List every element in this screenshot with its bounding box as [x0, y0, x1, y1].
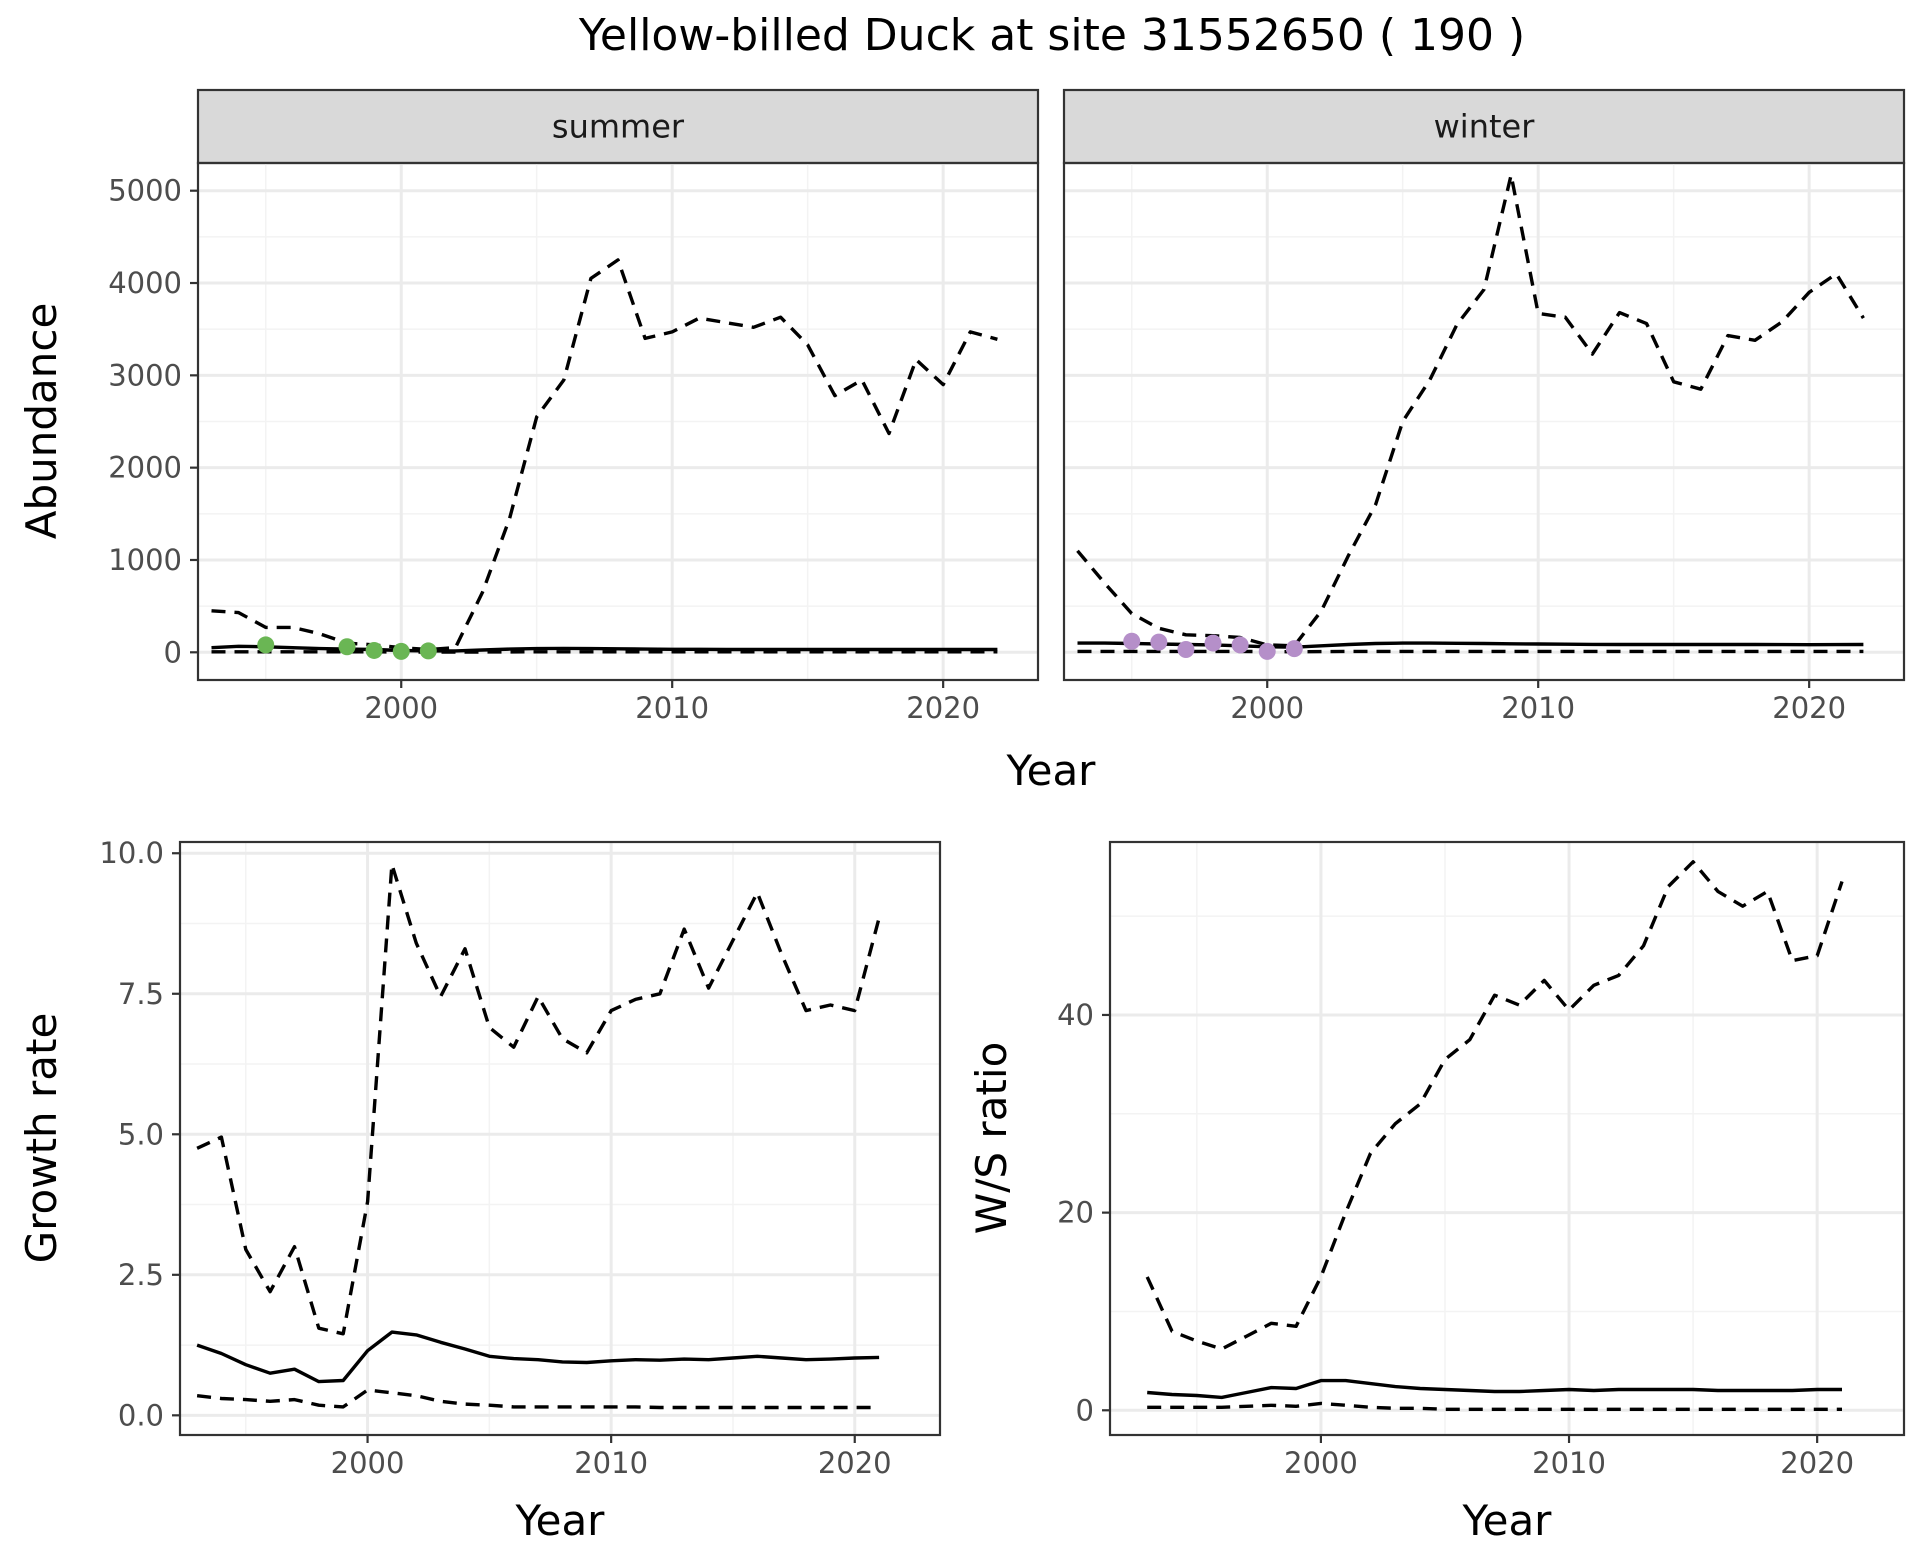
growth-y-axis-title: Growth rate — [17, 1013, 66, 1264]
abundance-summer-observed-point — [257, 636, 275, 654]
growth-y-tick-label: 0.0 — [118, 1398, 164, 1432]
ratio-y-tick-label: 0 — [1076, 1393, 1094, 1427]
abundance-winter-x-tick-label: 2020 — [1772, 691, 1846, 725]
abundance-summer-upper-line — [211, 258, 998, 652]
growth-frame — [178, 840, 942, 1437]
abundance-summer-frame — [196, 161, 1040, 682]
abundance-winter-x-tick-label: 2010 — [1501, 691, 1575, 725]
ratio-y-tick-label: 20 — [1057, 1196, 1094, 1230]
ratio-frame — [1108, 840, 1906, 1437]
ratio-panel: 2000 2010 2020 0 20 40 — [1057, 840, 1906, 1480]
abundance-summer-observed-point — [338, 638, 356, 656]
ratio-x-axis-title: Year — [1462, 1496, 1553, 1545]
facet-label-winter: winter — [1434, 108, 1536, 146]
chart-title: Yellow-billed Duck at site 31552650 ( 19… — [578, 10, 1525, 61]
abundance-winter-observed-point — [1285, 640, 1303, 658]
abundance-y-axis-title: Abundance — [17, 303, 66, 540]
charts: summer 2000 2010 2020 0 1000 2000 3000 4000 5000 w… — [17, 88, 1906, 1545]
abundance-winter-observed-point — [1204, 634, 1222, 652]
growth-panel: 2000 2010 2020 0.0 2.5 5.0 7.5 10.0 — [99, 836, 942, 1480]
abundance-winter-panel: 2000 2010 2020 — [1062, 161, 1906, 725]
ratio-y-tick-label: 40 — [1057, 998, 1094, 1032]
ratio-upper-line — [1145, 860, 1844, 1351]
abundance-winter-x-tick-label: 2000 — [1230, 691, 1304, 725]
abundance-summer-y-tick-label: 0 — [164, 635, 182, 669]
abundance-summer-y-tick-label: 1000 — [108, 543, 182, 577]
abundance-winter-observed-point — [1258, 642, 1276, 660]
ratio-lower-line — [1147, 1401, 1842, 1412]
abundance-winter-upper-line — [1076, 173, 1865, 648]
growth-y-tick-label: 2.5 — [118, 1258, 164, 1292]
growth-x-tick-label: 2020 — [818, 1446, 892, 1480]
ratio-x-tick-label: 2000 — [1284, 1446, 1358, 1480]
growth-y-tick-label: 7.5 — [118, 977, 164, 1011]
abundance-summer-observed-point — [419, 642, 437, 660]
abundance-summer-observed-point — [392, 642, 410, 660]
facet-label-summer: summer — [552, 108, 685, 146]
abundance-winter-observed-point — [1231, 636, 1249, 654]
abundance-summer-y-tick-label: 3000 — [108, 358, 182, 392]
growth-y-tick-label: 10.0 — [99, 836, 164, 870]
abundance-winter-estimate-line — [1077, 641, 1864, 649]
growth-x-axis-title: Year — [515, 1496, 606, 1545]
abundance-summer-observed-point — [365, 641, 383, 659]
ratio-y-axis-title: W/S ratio — [967, 1042, 1016, 1235]
ratio-x-tick-label: 2010 — [1532, 1446, 1606, 1480]
abundance-summer-x-tick-label: 2010 — [635, 691, 709, 725]
abundance-summer-panel: 2000 2010 2020 0 1000 2000 3000 4000 5000 — [108, 161, 1040, 725]
growth-lower-line — [196, 1388, 880, 1410]
abundance-winter-observed-point — [1177, 641, 1195, 659]
growth-x-tick-label: 2010 — [574, 1446, 648, 1480]
facet-strip-summer — [196, 88, 1040, 165]
ratio-estimate-line — [1147, 1378, 1842, 1400]
growth-y-tick-label: 5.0 — [118, 1117, 164, 1151]
growth-estimate-line — [196, 1330, 880, 1384]
growth-x-tick-label: 2000 — [331, 1446, 405, 1480]
abundance-winter-frame — [1062, 161, 1906, 682]
abundance-summer-y-tick-label: 4000 — [108, 266, 182, 300]
abundance-summer-y-tick-label: 5000 — [108, 174, 182, 208]
abundance-winter-observed-point — [1123, 632, 1141, 650]
facet-strip-winter — [1062, 88, 1906, 165]
ratio-x-tick-label: 2020 — [1780, 1446, 1854, 1480]
abundance-winter-observed-point — [1150, 633, 1168, 651]
abundance-summer-x-tick-label: 2000 — [364, 691, 438, 725]
abundance-summer-x-tick-label: 2020 — [906, 691, 980, 725]
abundance-summer-y-tick-label: 2000 — [108, 451, 182, 485]
abundance-x-axis-title: Year — [1006, 746, 1097, 795]
growth-upper-line — [196, 862, 881, 1336]
